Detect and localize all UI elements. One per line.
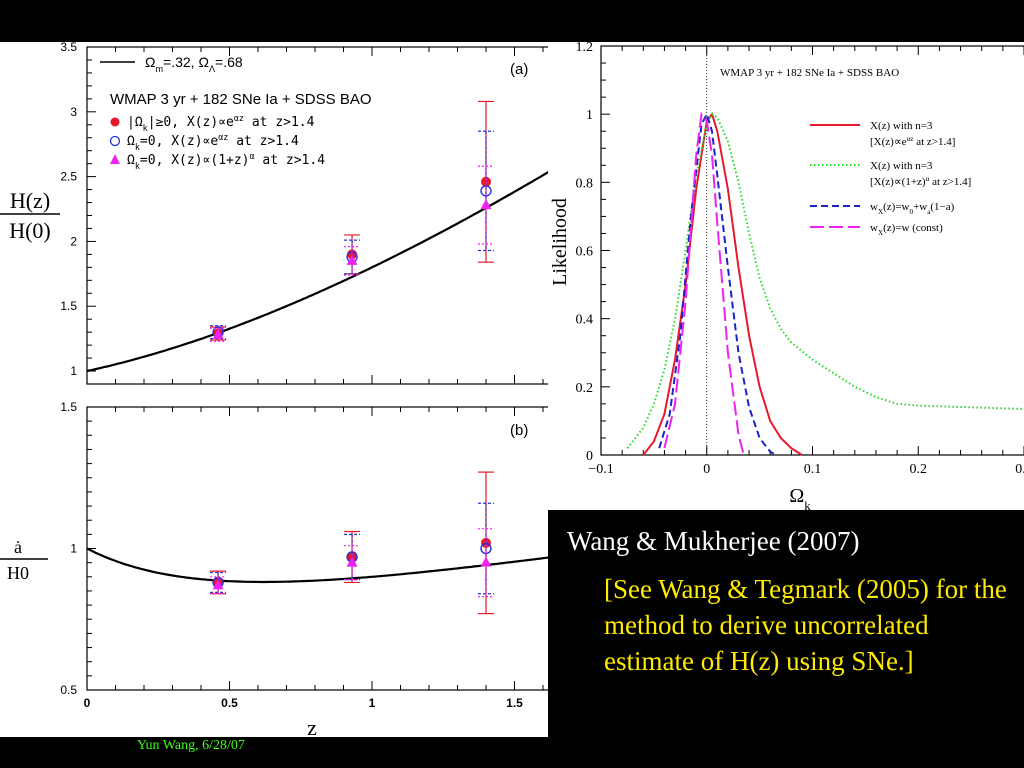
panel-a-point [212, 328, 224, 339]
panel-b-ylabel-numerator: ȧ [14, 537, 22, 557]
legend-marker [110, 117, 120, 127]
legend-marker [109, 135, 121, 147]
right-y-tick-label: 0.8 [576, 176, 594, 191]
right-figure: 00.20.40.60.811.2−0.100.10.20.3WMAP 3 yr… [548, 40, 1024, 513]
right-y-tick-label: 1 [586, 108, 593, 123]
panel-b-point [212, 579, 224, 590]
citation-note: [See Wang & Tegmark (2005) for the metho… [604, 574, 1007, 676]
panel-b-x-tick-label: 0.5 [221, 696, 238, 710]
right-y-tick-label: 1.2 [576, 42, 594, 55]
panel-a-point [346, 254, 358, 265]
right-legend-label: X(z) with n=3 [870, 160, 933, 172]
footer-credit: Yun Wang, 6/28/07 [137, 738, 245, 753]
panel-a-model-curve [86, 141, 598, 373]
right-y-tick-label: 0.6 [576, 245, 594, 260]
legend-series-label: |Ωk|≥0, X(z)∝eαz at z>1.4 [127, 113, 315, 133]
hubble-rate-plots: 1 1.5 2 2.5 3 3.5 0.5 1 1.5 0 0.5 1 1.5 (a) (b) Ωm=.32,… [0, 40, 601, 740]
right-xlabel: Ωk [789, 485, 811, 510]
right-x-tick-label: −0.1 [588, 462, 613, 477]
panel-a-ylabel-denominator: H(0) [9, 218, 51, 243]
right-series-line [642, 112, 803, 456]
right-series-line [658, 111, 777, 456]
panel-a-y-tick-label: 2.5 [60, 170, 77, 184]
right-y-tick-label: 0.4 [576, 313, 594, 328]
panel-a-y-tick-label: 2 [70, 234, 77, 248]
legend-model-label: Ωm=.32, ΩΛ=.68 [145, 54, 243, 74]
panel-a-ylabel-numerator: H(z) [10, 188, 50, 213]
panel-b-y-tick-label: 1.5 [60, 400, 77, 414]
citation-box: Wang & Mukherjee (2007) [See Wang & Tegm… [551, 510, 1024, 738]
right-x-tick-label: 0 [703, 462, 710, 477]
panel-b-xlabel: z [307, 715, 317, 737]
panel-b-y-tick-label: 0.5 [60, 683, 77, 697]
right-ylabel: Likelihood [549, 198, 571, 286]
panel-b-x-tick-label: 1 [369, 696, 376, 710]
right-title: WMAP 3 yr + 182 SNe Ia + SDSS BAO [720, 67, 899, 79]
panel-a-y-tick-label: 1.5 [60, 299, 77, 313]
right-x-tick-label: 0.1 [804, 462, 822, 477]
panel-b-frame [86, 406, 601, 691]
right-legend-label: wX(z)=w (const) [870, 222, 943, 237]
left-figure: 1 1.5 2 2.5 3 3.5 0.5 1 1.5 0 0.5 1 1.5 (a) (b) Ωm=.32,… [0, 40, 601, 740]
right-legend-label-sub: [X(z)∝eαz at z>1.4] [870, 135, 955, 148]
panel-b-point [346, 556, 358, 567]
right-series-line [663, 111, 745, 456]
panel-b-point [480, 556, 492, 567]
panel-a-title: WMAP 3 yr + 182 SNe Ia + SDSS BAO [110, 91, 372, 108]
right-x-tick-label: 0.3 [1015, 462, 1024, 477]
panel-a-y-tick-label: 3 [70, 105, 77, 119]
panel-b-tag: (b) [510, 422, 528, 439]
right-y-tick-label: 0 [586, 449, 593, 464]
right-legend-label: wX(z)=w0+wa(1−a) [870, 201, 955, 216]
panel-a-y-tick-label: 3.5 [60, 42, 77, 54]
right-legend-label-sub: [X(z)∝(1+z)α at z>1.4] [870, 175, 971, 188]
panel-b-y-tick-label: 1 [70, 542, 77, 556]
omega-k-likelihood-plot: 00.20.40.60.811.2−0.100.10.20.3WMAP 3 yr… [549, 40, 1024, 513]
panel-b-x-tick-label: 1.5 [506, 696, 523, 710]
right-frame [600, 45, 1024, 456]
legend-marker [110, 154, 120, 164]
right-y-tick-label: 0.2 [576, 381, 594, 396]
legend-series-label: Ωk=0, X(z)∝eαz at z>1.4 [127, 132, 299, 152]
panel-b-ylabel-denominator: H0 [7, 563, 29, 583]
citation-title: Wang & Mukherjee (2007) [567, 526, 860, 556]
panel-a-tag: (a) [510, 61, 528, 78]
right-legend-label: X(z) with n=3 [870, 120, 933, 132]
panel-a-y-tick-label: 1 [70, 364, 77, 378]
panel-a-point [480, 199, 492, 210]
panel-b-model-curve [86, 547, 598, 584]
legend-series-label: Ωk=0, X(z)∝(1+z)α at z>1.4 [127, 151, 325, 171]
panel-b-x-tick-label: 0 [84, 696, 91, 710]
right-x-tick-label: 0.2 [910, 462, 928, 477]
